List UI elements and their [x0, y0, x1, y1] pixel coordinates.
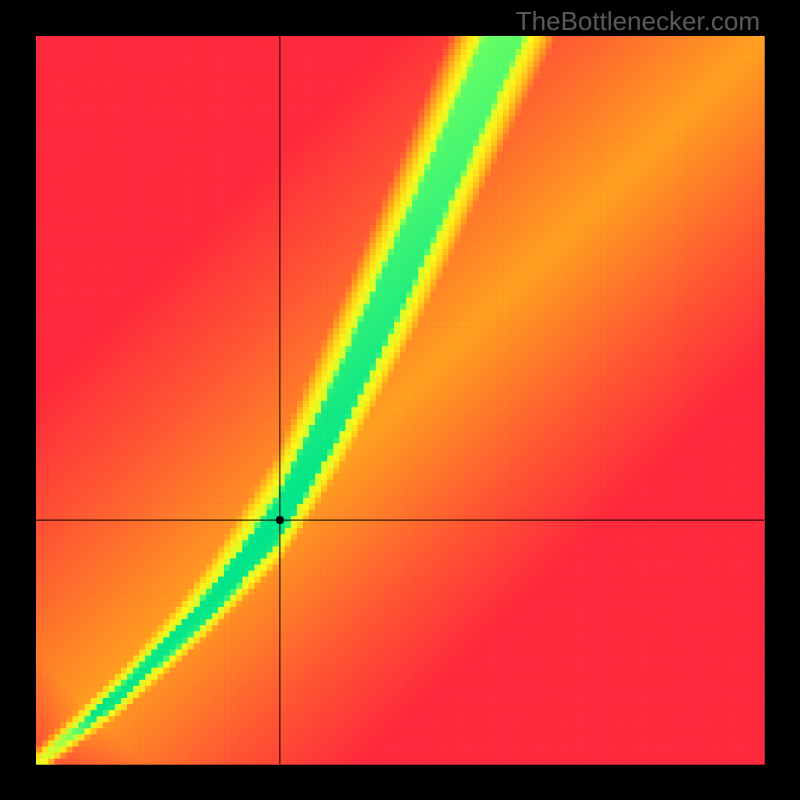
bottleneck-heatmap: [0, 0, 800, 800]
chart-container: TheBottlenecker.com: [0, 0, 800, 800]
watermark-text: TheBottlenecker.com: [516, 6, 760, 37]
